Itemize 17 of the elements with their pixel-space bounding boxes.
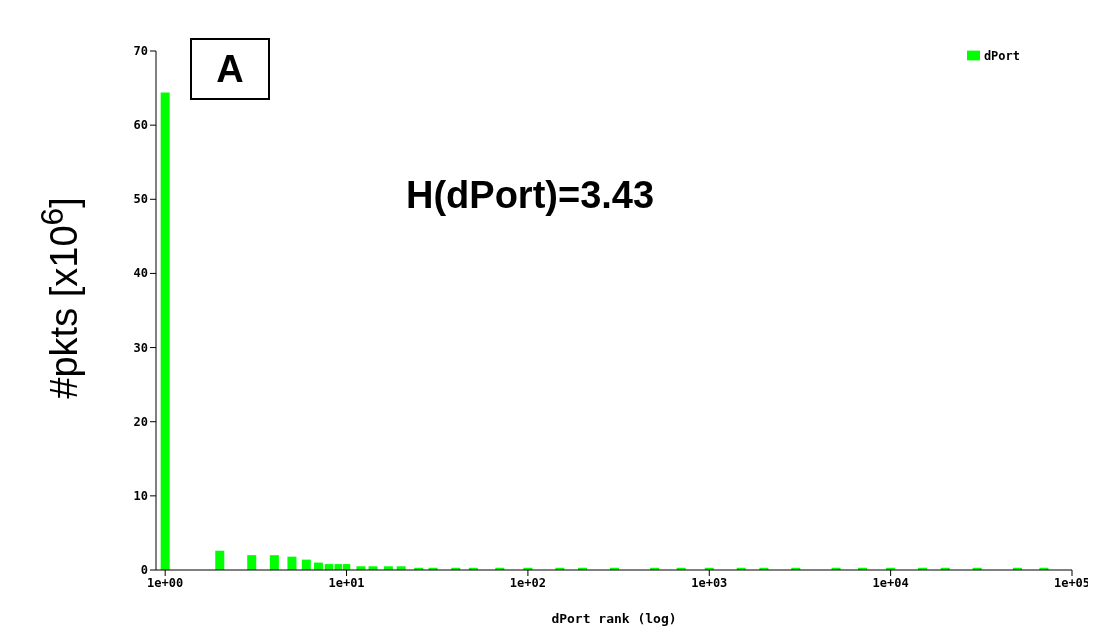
x-axis-title: dPort rank (log) [551, 611, 677, 626]
y-tick-label: 70 [133, 44, 148, 58]
y-tick-label: 30 [133, 340, 148, 355]
y-tick-label: 10 [133, 488, 148, 503]
y-tick-label: 0 [140, 563, 148, 577]
legend-label: dPort [983, 49, 1020, 63]
annotation: H(dPort)=3.43 [406, 174, 655, 217]
annotation: A [190, 38, 270, 100]
y-tick-label: 50 [133, 192, 148, 207]
x-tick-label: 1e+03 [691, 575, 728, 590]
y-tick-label: 60 [133, 118, 148, 133]
x-tick-label: 1e+00 [147, 575, 184, 590]
y-tick-label: 40 [133, 266, 148, 281]
x-tick-label: 1e+04 [872, 575, 909, 590]
x-tick-label: 1e+01 [328, 575, 365, 590]
x-tick-label: 1e+02 [509, 575, 546, 590]
y-tick-label: 20 [133, 414, 148, 429]
